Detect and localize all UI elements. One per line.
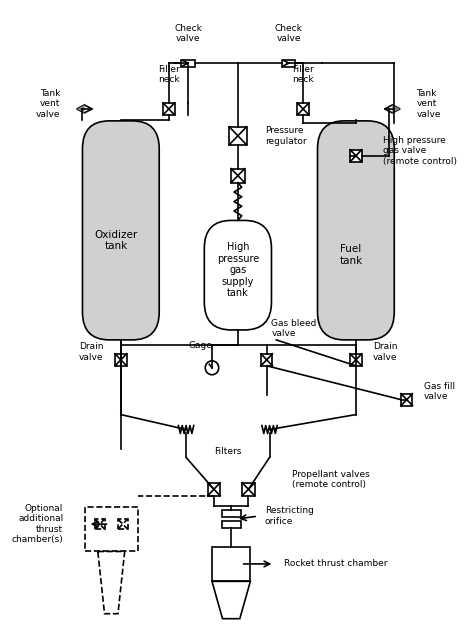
Circle shape [205,361,219,375]
Bar [242,483,255,496]
Text: Restricting
orifice: Restricting orifice [265,506,314,526]
FancyBboxPatch shape [318,121,394,340]
Bar [95,519,105,529]
FancyBboxPatch shape [82,121,159,340]
Polygon shape [212,582,250,619]
Bar [229,127,246,145]
Text: Oxidizer
tank: Oxidizer tank [94,229,137,251]
Bar [350,354,362,366]
Text: Gas fill
valve: Gas fill valve [424,382,455,401]
Text: Drain
valve: Drain valve [79,342,104,362]
Polygon shape [385,105,400,113]
Text: Tank
vent
valve: Tank vent valve [416,89,441,119]
Bar [221,510,241,517]
Text: Check
valve: Check valve [275,24,303,43]
Bar [181,60,195,67]
Text: Rocket thrust chamber: Rocket thrust chamber [284,559,387,568]
Text: Pressure
regulator: Pressure regulator [265,126,306,145]
Bar [231,169,245,183]
Text: Gage: Gage [189,341,212,350]
Bar [163,103,174,115]
Polygon shape [77,105,84,113]
Text: Filler
neck: Filler neck [158,64,180,84]
FancyBboxPatch shape [204,220,272,330]
Text: High
pressure
gas
supply
tank: High pressure gas supply tank [217,242,259,298]
Bar [118,519,128,529]
Text: Gas bleed
valve: Gas bleed valve [272,318,317,338]
Bar [350,150,362,162]
Text: Optional
additional
thrust
chamber(s): Optional additional thrust chamber(s) [11,504,64,544]
Text: Drain
valve: Drain valve [373,342,398,362]
Bar [401,394,412,406]
Bar [282,60,295,67]
Polygon shape [392,105,400,113]
Text: Tank
vent
valve: Tank vent valve [36,89,60,119]
Bar [208,483,220,496]
Text: Propellant valves
(remote control): Propellant valves (remote control) [292,469,369,489]
Bar [297,103,309,115]
Text: Check
valve: Check valve [174,24,202,43]
Bar [212,547,250,582]
Bar [221,521,241,528]
Text: High pressure
gas valve
(remote control): High pressure gas valve (remote control) [383,136,457,166]
Polygon shape [77,105,92,113]
Bar [115,354,127,366]
Text: Fuel
tank: Fuel tank [339,245,363,266]
Text: Filler
neck: Filler neck [292,64,314,84]
Bar [261,354,273,366]
Bar [85,506,137,552]
Text: Filters: Filters [214,447,241,457]
